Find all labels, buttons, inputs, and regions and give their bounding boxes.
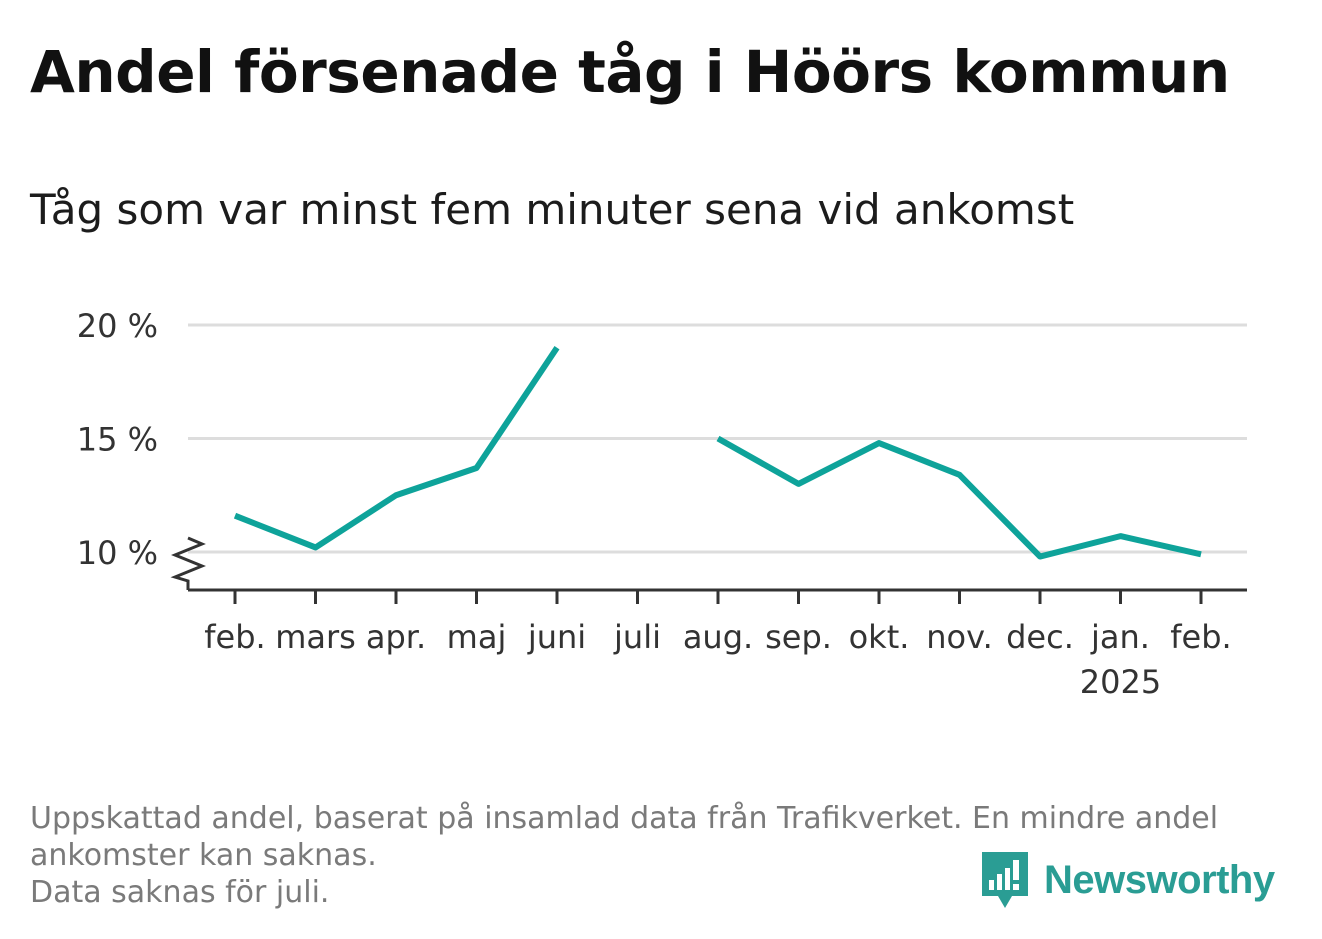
x-year-label: 2025 (1080, 663, 1161, 701)
footnote-line-3: Data saknas för juli. (30, 875, 330, 910)
footnote: Uppskattad andel, baserat på insamlad da… (30, 800, 1280, 911)
x-tick-label: juli (613, 618, 661, 656)
x-tick-label: mars (275, 618, 356, 656)
series-line (233, 346, 560, 551)
y-tick-label: 15 % (77, 421, 158, 459)
y-tick-label: 20 % (77, 307, 158, 345)
x-tick-label: sep. (765, 618, 832, 656)
x-tick-label: jan. (1090, 618, 1150, 656)
series-line (716, 435, 1202, 560)
brand-name: Newsworthy (1044, 857, 1275, 902)
footnote-line-2: ankomster kan saknas. (30, 838, 377, 873)
x-tick-label: dec. (1006, 618, 1074, 656)
newsworthy-logo-icon (982, 852, 1028, 908)
chart-subtitle: Tåg som var minst fem minuter sena vid a… (30, 185, 1075, 234)
footnote-line-1: Uppskattad andel, baserat på insamlad da… (30, 801, 1219, 836)
x-tick-label: juni (527, 618, 586, 656)
series-layer (233, 346, 1202, 560)
x-tick-label: apr. (366, 618, 426, 656)
x-tick-label: nov. (926, 618, 992, 656)
x-tick-label: okt. (849, 618, 910, 656)
brand-logo: Newsworthy (980, 850, 1275, 910)
x-tick-label: aug. (683, 618, 753, 656)
axis-break-icon (170, 536, 206, 590)
x-tick-label: maj (447, 618, 507, 656)
chart-title: Andel försenade tåg i Höörs kommun (30, 38, 1230, 106)
axis-layer: 10 % 15 % 20 % feb. mars apr. maj juni juli aug. s… (77, 307, 1247, 701)
grid-layer (188, 323, 1247, 554)
y-tick-label: 10 % (77, 534, 158, 572)
x-tick-label: feb. (204, 618, 265, 656)
x-tick-label: feb. (1170, 618, 1231, 656)
